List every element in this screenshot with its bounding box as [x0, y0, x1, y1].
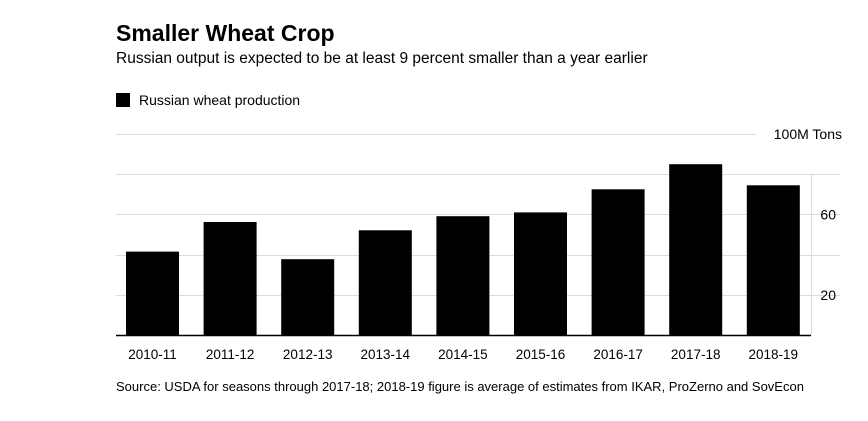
x-tick-label: 2013-14	[361, 347, 411, 362]
chart-subtitle: Russian output is expected to be at leas…	[116, 50, 648, 67]
x-tick-label: 2017-18	[671, 347, 721, 362]
y-tick-label: 100M Tons	[774, 126, 842, 142]
bar-2010-11	[126, 251, 179, 335]
x-tick-label: 2018-19	[749, 347, 799, 362]
bars	[126, 164, 800, 335]
x-tick-label: 2010-11	[128, 347, 177, 362]
x-tick-label: 2016-17	[593, 347, 643, 362]
bar-chart: 20 60 100M Tons 2010-11 2011-12 2012-13 2013-1…	[116, 126, 842, 362]
legend: Russian wheat production	[116, 91, 300, 109]
legend-swatch	[116, 93, 130, 107]
bar-2015-16	[514, 212, 567, 335]
bar-2016-17	[591, 189, 645, 335]
source-note: Source: USDA for seasons through 2017-18…	[116, 379, 804, 394]
axes: 20 60 100M Tons 2010-11 2011-12 2012-13 2013-1…	[116, 126, 842, 362]
x-tick-label: 2015-16	[516, 347, 566, 362]
y-tick-label: 20	[820, 287, 836, 303]
bar-2011-12	[203, 222, 257, 335]
x-tick-label: 2014-15	[438, 347, 488, 362]
chart-title: Smaller Wheat Crop	[116, 20, 335, 46]
x-tick-label: 2011-12	[206, 347, 255, 362]
bar-2017-18	[669, 164, 723, 335]
legend-label: Russian wheat production	[139, 92, 301, 108]
bar-2012-13	[281, 259, 335, 335]
bar-2013-14	[358, 230, 412, 335]
bar-2014-15	[436, 216, 490, 335]
x-tick-label: 2012-13	[283, 347, 333, 362]
bar-2018-19	[746, 185, 800, 335]
y-tick-label: 60	[820, 206, 836, 222]
